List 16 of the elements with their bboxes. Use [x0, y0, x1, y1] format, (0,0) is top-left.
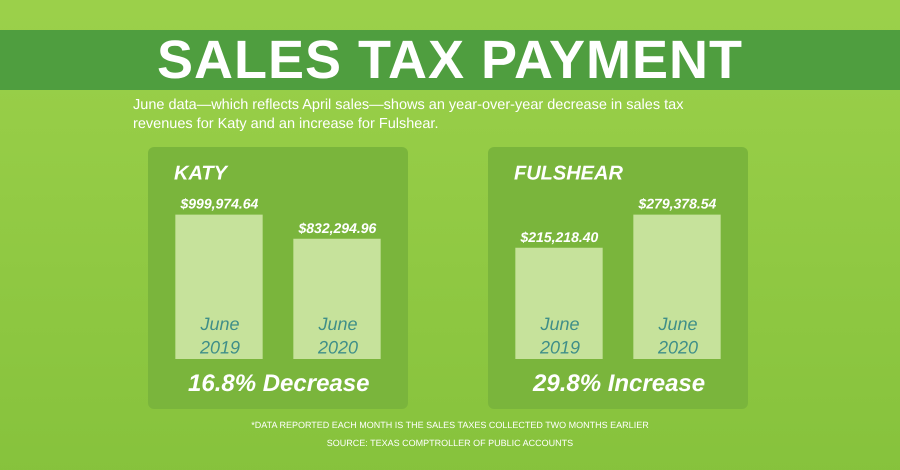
chart-title: KATY [174, 162, 229, 184]
data-label: $279,378.54 [637, 196, 717, 212]
text: June data—which reflects April sales—shows an year-over-year decrease in sales tax revenues for Katy and an increase for Fulshear. [133, 96, 684, 134]
text: 16.8% Decrease [188, 370, 370, 397]
text: 29.8% Increase [532, 370, 706, 397]
chart-title: FULSHEAR [514, 162, 624, 184]
data-label: $999,974.64 [179, 196, 259, 212]
data-label: $215,218.40 [519, 228, 599, 245]
x-tick-label: June 2019 [539, 314, 580, 358]
data-label: $832,294.96 [297, 220, 377, 236]
source-note: SOURCE: TEXAS COMPTROLLER OF PUBLIC ACCOUNTS [326, 437, 574, 450]
x-tick-label: June 2020 [317, 314, 358, 358]
text: *DATA REPORTED EACH MONTH IS THE SALES TAXES COLLECTED TWO MONTHS EARLIER [250, 419, 650, 432]
x-tick-label: June 2019 [199, 314, 240, 358]
text: SALES TAX PAYMENT [0, 30, 900, 90]
x-tick-label: June 2020 [657, 314, 698, 358]
